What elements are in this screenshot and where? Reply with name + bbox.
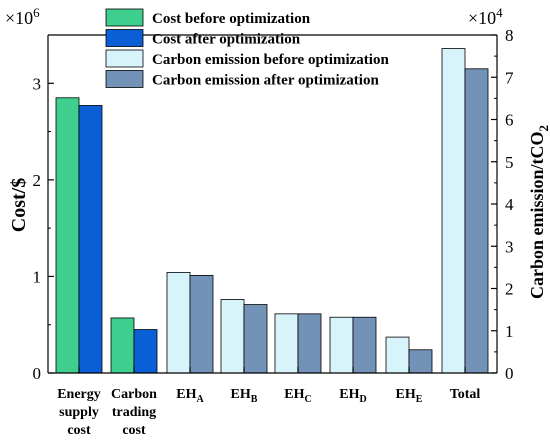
right-tick-label: 0: [505, 364, 514, 383]
x-tick-label: cost: [122, 423, 146, 438]
left-axis-title: Cost/$: [8, 178, 30, 232]
right-tick-label: 6: [505, 111, 514, 130]
x-tick-label: cost: [67, 423, 91, 438]
left-tick-label: 1: [33, 267, 42, 286]
right-tick-label: 5: [505, 153, 514, 172]
right-tick-label: 7: [505, 68, 514, 87]
left-tick-label: 3: [33, 74, 42, 93]
legend-swatch: [105, 70, 144, 88]
right-axis-multiplier: ×104: [468, 5, 503, 28]
legend-swatch: [105, 49, 144, 68]
legend-label: Carbon emission after optimization: [152, 73, 379, 89]
x-tick-label: Carbon: [111, 387, 157, 402]
legend-swatch: [105, 8, 144, 27]
x-tick-label: supply: [59, 405, 99, 420]
x-tick-label: EHD: [339, 387, 366, 405]
x-tick-label: EHA: [176, 387, 204, 405]
legend-label: Cost after optimization: [152, 32, 301, 48]
bar-carbon-emission-before-optimization-3: [220, 299, 245, 374]
legend-label: Carbon emission before optimization: [152, 52, 389, 68]
right-tick-label: 1: [505, 322, 514, 341]
x-tick-label: trading: [112, 405, 156, 420]
bar-carbon-emission-after-optimization-7: [464, 68, 489, 374]
bar-carbon-emission-before-optimization-7: [441, 48, 466, 374]
x-tick-label: EHC: [284, 387, 311, 405]
x-tick-label: EHE: [396, 387, 423, 405]
right-tick-label: 4: [505, 195, 514, 214]
bar-carbon-emission-after-optimization-4: [297, 313, 322, 374]
bar-cost-after-optimization-0: [78, 105, 103, 374]
bar-carbon-emission-after-optimization-6: [408, 349, 433, 374]
bar-cost-before-optimization-0: [55, 97, 80, 374]
left-tick-label: 2: [33, 171, 42, 190]
bar-carbon-emission-before-optimization-6: [385, 336, 410, 374]
x-tick-label: Total: [450, 387, 481, 402]
right-tick-label: 3: [505, 237, 514, 256]
bar-cost-after-optimization-1: [133, 329, 158, 374]
left-tick-label: 0: [33, 364, 42, 383]
x-tick-label: EHB: [231, 387, 258, 405]
right-tick-label: 2: [505, 280, 514, 299]
bar-carbon-emission-after-optimization-5: [352, 316, 377, 374]
legend-swatch: [105, 29, 144, 47]
left-axis-multiplier: ×106: [5, 5, 40, 28]
bar-carbon-emission-before-optimization-4: [274, 313, 299, 374]
bar-carbon-emission-before-optimization-5: [329, 316, 354, 374]
bar-carbon-emission-after-optimization-3: [243, 304, 268, 374]
bar-carbon-emission-before-optimization-2: [166, 272, 191, 374]
bar-cost-before-optimization-1: [110, 317, 135, 374]
legend-label: Cost before optimization: [152, 11, 311, 27]
right-axis-title: Carbon emission/tCO2: [527, 125, 550, 299]
right-tick-label: 8: [505, 26, 514, 45]
bar-carbon-emission-after-optimization-2: [189, 275, 214, 374]
x-tick-label: Energy: [57, 387, 101, 402]
